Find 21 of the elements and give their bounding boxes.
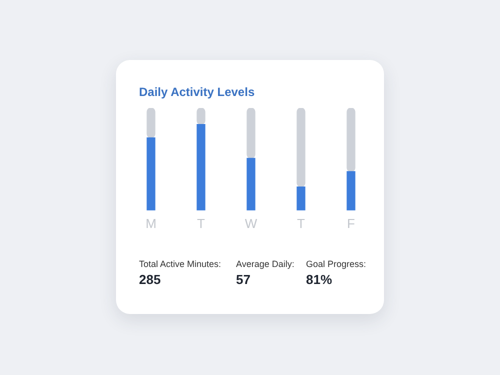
- bar: [146, 137, 156, 210]
- text: Total Active Minutes:: [139, 259, 222, 269]
- text: 285: [139, 272, 162, 287]
- text: 81%: [306, 272, 334, 287]
- bar: [346, 108, 356, 172]
- text: 57: [236, 272, 252, 287]
- chart-title: Daily Activity Levels: [139, 85, 255, 99]
- text: Average Daily:: [236, 259, 296, 269]
- x-tick-label: T: [297, 216, 306, 231]
- bar: [196, 124, 206, 210]
- text: Goal Progress:: [306, 259, 368, 269]
- x-tick-label: T: [197, 216, 206, 231]
- x-tick-label: M: [146, 216, 156, 231]
- x-tick-label: F: [347, 216, 356, 231]
- bar: [246, 158, 256, 210]
- bar: [346, 171, 356, 210]
- bar: [296, 108, 306, 188]
- bar: [146, 108, 156, 138]
- bar: [296, 186, 306, 210]
- x-tick-label: W: [244, 216, 258, 231]
- bar: [246, 108, 256, 159]
